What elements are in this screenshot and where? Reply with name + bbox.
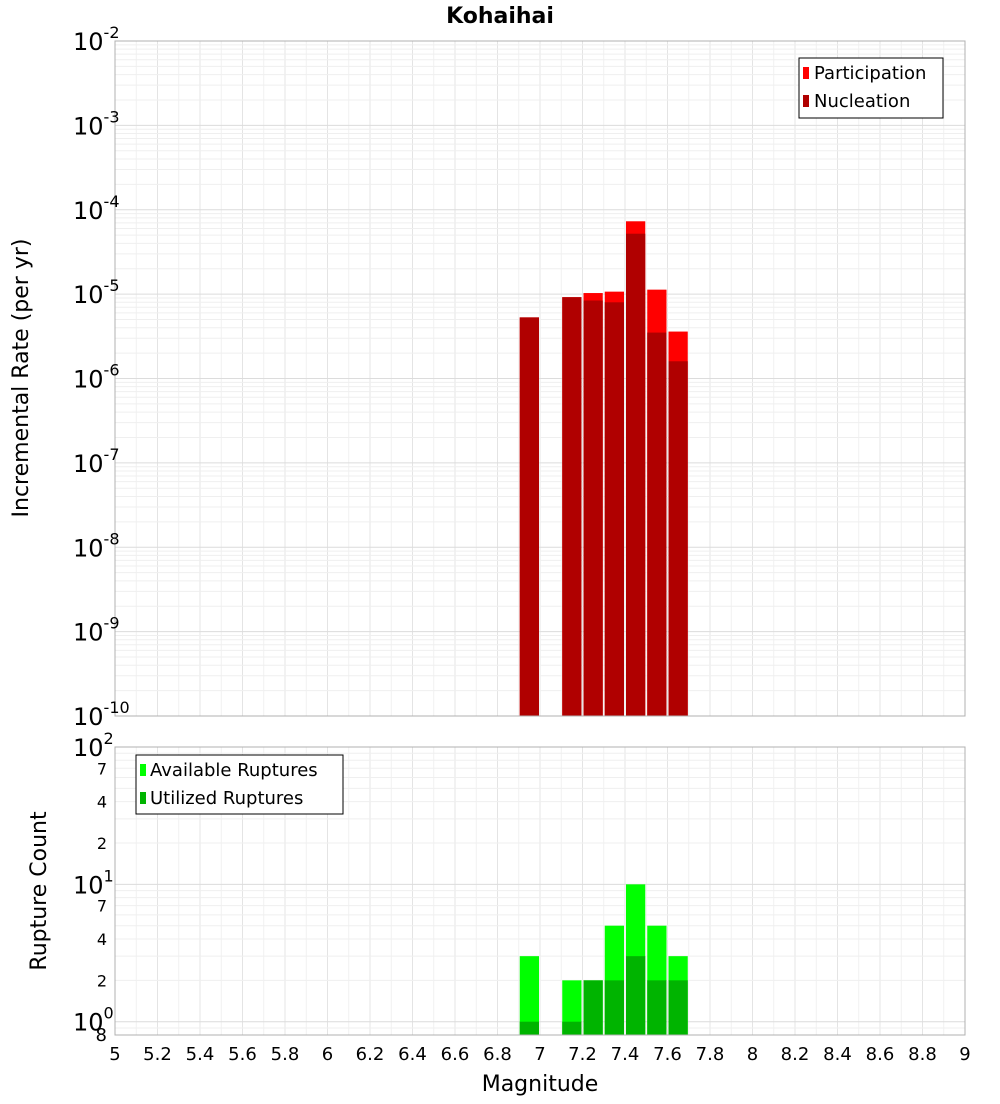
utilized-ruptures-bar	[626, 956, 646, 1035]
x-tick-label: 7.4	[611, 1044, 640, 1065]
legend-swatch-nucleation	[803, 95, 809, 107]
x-tick-label: 8.4	[823, 1044, 852, 1065]
nucleation-bar	[562, 297, 582, 716]
available-ruptures-bar	[519, 956, 539, 1035]
utilized-ruptures-bar	[583, 980, 603, 1035]
top-y-tick-label: 10-5	[73, 276, 120, 309]
utilized-ruptures-bar	[668, 980, 688, 1035]
top-y-tick-label: 10-8	[73, 529, 120, 562]
x-tick-label: 6.4	[398, 1044, 427, 1065]
x-tick-label: 7	[534, 1044, 545, 1065]
x-tick-label: 7.8	[696, 1044, 725, 1065]
bottom-y-minor-tick-label: 2	[97, 971, 107, 990]
top-y-tick-label: 10-6	[73, 361, 120, 394]
bottom-plot-bars	[519, 884, 688, 1035]
bottom-y-tick-label: 102	[73, 729, 114, 762]
legend-label-nucleation: Nucleation	[814, 91, 910, 112]
bottom-y-tick-label: 101	[73, 866, 114, 899]
top-y-tick-label: 10-7	[73, 445, 120, 478]
x-axis-label: Magnitude	[482, 1072, 599, 1097]
legend-label-utilized-ruptures: Utilized Ruptures	[150, 788, 303, 809]
legend-swatch-available-ruptures	[140, 764, 146, 776]
x-tick-label: 8.8	[908, 1044, 937, 1065]
top-y-tick-label: 10-3	[73, 107, 120, 140]
nucleation-bar	[647, 332, 667, 716]
x-tick-label: 7.2	[568, 1044, 597, 1065]
bottom-y-tick-label: 100	[73, 1004, 114, 1037]
x-tick-label: 5	[109, 1044, 120, 1065]
legend-label-participation: Participation	[814, 63, 926, 84]
x-tick-label: 5.2	[143, 1044, 172, 1065]
bottom-y-tick-labels: 102 101 100 7 4 2 7 4 2 8	[73, 729, 114, 1046]
top-y-tick-label: 10-4	[73, 192, 120, 225]
bottom-y-minor-tick-label: 2	[97, 834, 107, 853]
legend-label-available-ruptures: Available Ruptures	[150, 760, 318, 781]
x-tick-label: 6.8	[483, 1044, 512, 1065]
x-tick-label: 8	[747, 1044, 758, 1065]
legend-swatch-utilized-ruptures	[140, 792, 146, 804]
bottom-legend-box	[135, 754, 344, 815]
x-tick-label: 6.2	[356, 1044, 385, 1065]
nucleation-bar	[519, 317, 539, 716]
top-y-tick-labels: 10-2 10-3 10-4 10-5 10-6 10-7 10-8 10-9 10-10	[73, 23, 130, 731]
chart-title: Kohaihai	[446, 4, 554, 29]
top-plot-frame	[114, 40, 966, 717]
top-y-axis-label: Incremental Rate (per yr)	[9, 239, 34, 518]
bottom-y-min-tick-label: 8	[96, 1025, 107, 1046]
top-y-tick-label: 10-10	[73, 698, 130, 731]
nucleation-bar	[668, 361, 688, 716]
legend-swatch-participation	[803, 67, 809, 79]
top-legend: Participation Nucleation	[798, 57, 944, 119]
bottom-y-minor-tick-label: 7	[97, 759, 107, 778]
x-tick-label: 7.6	[653, 1044, 682, 1065]
x-tick-label: 9	[959, 1044, 970, 1065]
nucleation-bar	[626, 233, 646, 716]
bottom-y-minor-tick-label: 4	[97, 793, 107, 812]
bottom-plot-frame	[114, 746, 966, 1036]
x-tick-label: 5.8	[271, 1044, 300, 1065]
utilized-ruptures-bar	[604, 980, 624, 1035]
x-tick-labels: 5 5.2 5.4 5.6 5.8 6 6.2 6.4 6.6 6.8 7 7.2 7.4 7.6 7.8 8…	[109, 1044, 970, 1065]
nucleation-bar	[604, 302, 624, 716]
utilized-ruptures-bar	[647, 980, 667, 1035]
top-y-tick-label: 10-9	[73, 614, 120, 647]
available-ruptures-bar	[562, 980, 582, 1035]
x-tick-label: 8.6	[866, 1044, 895, 1065]
bottom-y-axis-label: Rupture Count	[27, 811, 52, 971]
bottom-legend: Available Ruptures Utilized Ruptures	[135, 754, 344, 815]
bottom-y-minor-tick-label: 7	[97, 897, 107, 916]
utilized-ruptures-bar	[562, 1021, 582, 1035]
x-tick-label: 8.2	[781, 1044, 810, 1065]
x-tick-label: 6	[322, 1044, 333, 1065]
x-tick-label: 5.4	[186, 1044, 215, 1065]
utilized-ruptures-bar	[519, 1021, 539, 1035]
top-legend-box	[798, 57, 944, 119]
top-y-tick-label: 10-2	[73, 23, 120, 56]
nucleation-bar	[583, 300, 603, 716]
top-plot-bars	[519, 221, 688, 716]
x-tick-label: 5.6	[228, 1044, 257, 1065]
x-tick-label: 6.6	[441, 1044, 470, 1065]
bottom-y-minor-tick-label: 4	[97, 930, 107, 949]
top-plot-grid	[114, 40, 966, 717]
